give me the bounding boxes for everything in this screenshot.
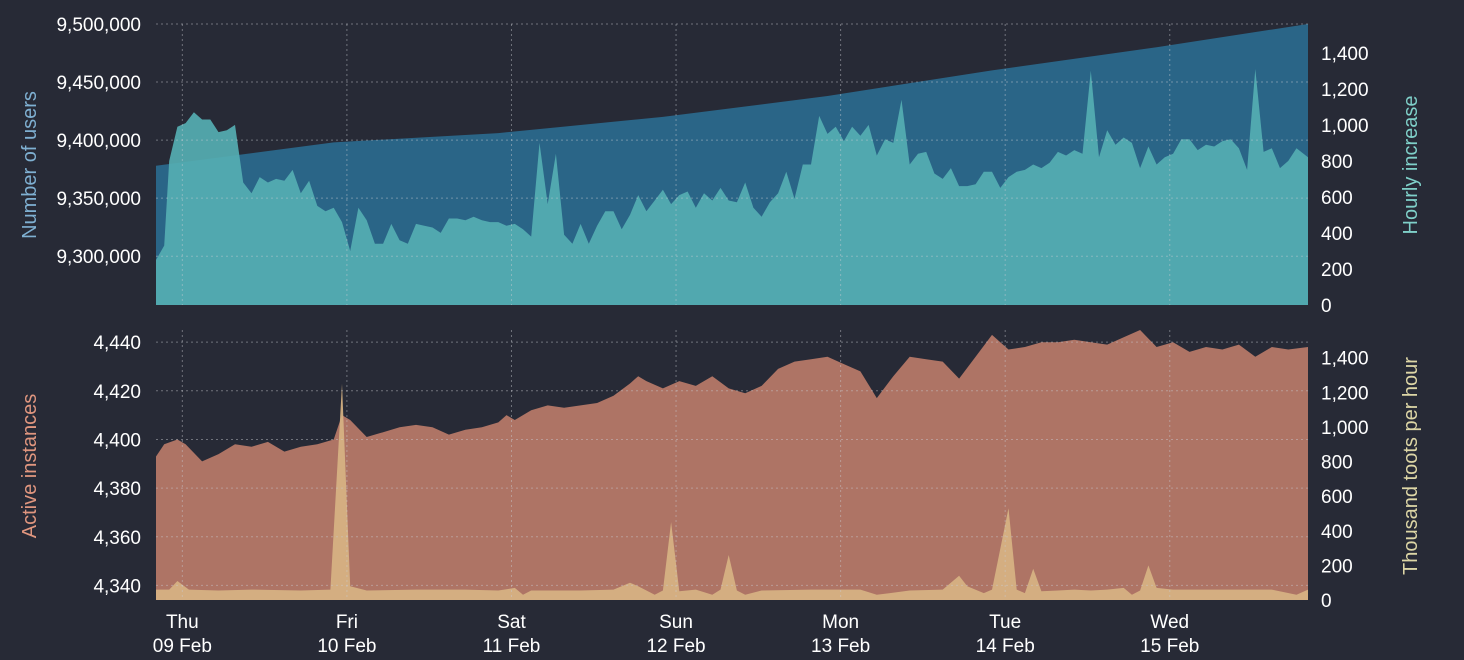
left-axis-title: Number of users (19, 91, 41, 239)
day-name-label: Sun (659, 612, 693, 633)
left-tick-label: 9,400,000 (56, 131, 141, 152)
date-label: 13 Feb (811, 636, 870, 657)
day-name-label: Wed (1150, 612, 1189, 633)
users-chart: 9,300,000 9,350,000 9,400,000 9,450,000 9,50… (19, 15, 1422, 317)
left-tick-label: 4,340 (93, 576, 141, 597)
right-tick-label: 600 (1321, 188, 1353, 209)
left-tick-label: 4,400 (93, 430, 141, 451)
date-label: 10 Feb (317, 636, 376, 657)
right-tick-label: 1,400 (1321, 349, 1369, 370)
date-label: 11 Feb (483, 636, 541, 657)
right-tick-label: 0 (1321, 591, 1332, 612)
right-axis-title: Thousand toots per hour (1400, 357, 1422, 575)
right-tick-label: 800 (1321, 152, 1353, 173)
right-tick-label: 1,000 (1321, 116, 1369, 137)
right-tick-label: 1,400 (1321, 44, 1369, 65)
right-tick-label: 200 (1321, 260, 1353, 281)
left-tick-label: 9,300,000 (56, 247, 141, 268)
right-tick-label: 200 (1321, 556, 1353, 577)
date-label: 14 Feb (976, 636, 1035, 657)
left-tick-label: 9,450,000 (56, 73, 141, 94)
day-name-label: Tue (989, 612, 1021, 633)
hourly-increase-area (156, 69, 1308, 305)
day-name-label: Mon (822, 612, 859, 633)
left-tick-label: 9,500,000 (56, 15, 141, 36)
date-label: 15 Feb (1140, 636, 1199, 657)
date-label: 12 Feb (646, 636, 705, 657)
active-instances-area (156, 330, 1308, 600)
left-axis-title: Active instances (19, 394, 41, 539)
right-tick-label: 400 (1321, 224, 1353, 245)
right-tick-label: 600 (1321, 487, 1353, 508)
right-tick-label: 1,200 (1321, 80, 1369, 101)
left-tick-label: 4,360 (93, 528, 141, 549)
right-axis-title: Hourly increase (1400, 96, 1422, 235)
left-tick-label: 4,420 (93, 382, 141, 403)
right-tick-label: 400 (1321, 522, 1353, 543)
right-tick-label: 800 (1321, 453, 1353, 474)
day-name-label: Fri (336, 612, 358, 633)
right-tick-label: 1,200 (1321, 383, 1369, 404)
right-tick-label: 0 (1321, 296, 1332, 317)
left-tick-label: 9,350,000 (56, 189, 141, 210)
left-tick-label: 4,380 (93, 479, 141, 500)
day-name-label: Sat (497, 612, 526, 633)
day-name-label: Thu (166, 612, 199, 633)
gridlines (156, 23, 1308, 305)
gridlines (156, 330, 1308, 600)
left-tick-label: 4,440 (93, 333, 141, 354)
date-axis: Thu 09 Feb Fri 10 Feb Sat 11 Feb Sun 12 Feb Mon 1… (153, 612, 1200, 657)
date-label: 09 Feb (153, 636, 212, 657)
right-tick-label: 1,000 (1321, 418, 1369, 439)
instances-chart: 4,340 4,360 4,380 4,400 4,420 4,440 0 200 400 600… (19, 330, 1422, 612)
